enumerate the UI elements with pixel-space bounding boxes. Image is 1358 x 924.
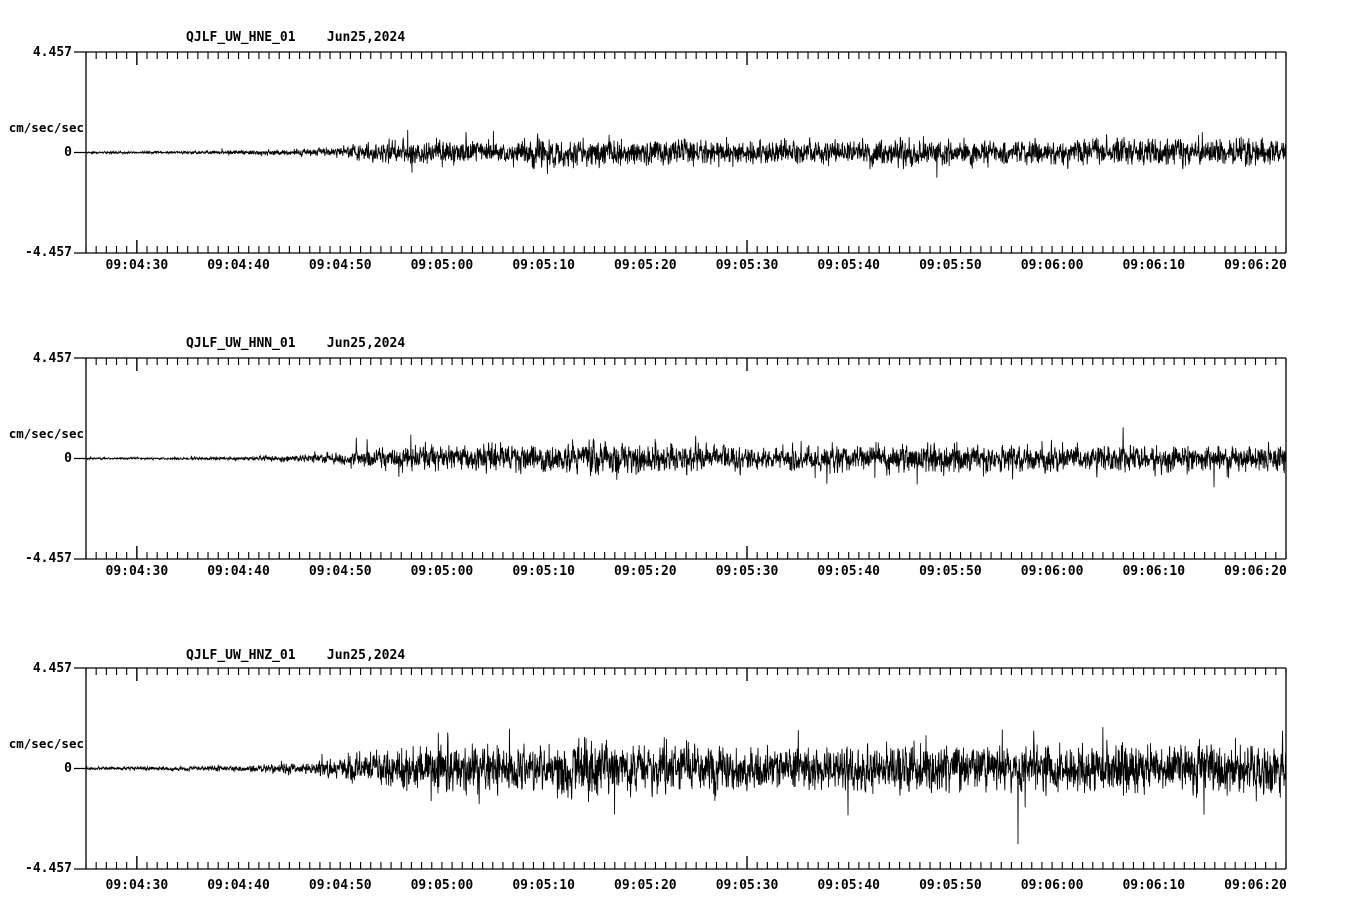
x-axis-tick-label: 09:06:20 xyxy=(1224,878,1287,893)
x-axis-tick-label: 09:04:30 xyxy=(105,564,169,579)
x-axis-tick-label: 09:04:30 xyxy=(105,878,169,893)
x-axis-tick-label: 09:05:10 xyxy=(512,258,575,273)
waveform-trace xyxy=(85,129,1287,178)
panel-title-hnz: QJLF_UW_HNZ_01 Jun25,2024 xyxy=(186,648,406,663)
seismogram-panel-hne: QJLF_UW_HNE_01 Jun25,2024 4.457 cm/sec/s… xyxy=(0,0,1358,306)
x-axis-tick-label: 09:05:30 xyxy=(715,258,779,273)
x-axis-ticks xyxy=(85,668,1287,869)
x-axis-tick-label: 09:04:40 xyxy=(207,878,270,893)
plot-area-hnz xyxy=(74,667,1287,870)
x-axis-tick-label: 09:06:00 xyxy=(1020,564,1084,579)
x-axis-tick-label: 09:05:50 xyxy=(919,878,982,893)
x-axis-tick-label: 09:05:20 xyxy=(614,564,677,579)
plot-area-hne xyxy=(74,51,1287,254)
x-axis-ticks xyxy=(85,358,1287,559)
y-axis-min-label-hnz: -4.457 xyxy=(25,861,72,876)
x-axis-tick-label: 09:04:50 xyxy=(308,258,372,273)
x-axis-tick-label: 09:06:00 xyxy=(1020,878,1084,893)
x-axis-tick-label: 09:04:50 xyxy=(308,878,372,893)
x-axis-tick-label: 09:06:10 xyxy=(1122,258,1186,273)
seismogram-panel-hnn: QJLF_UW_HNN_01 Jun25,2024 4.457 cm/sec/s… xyxy=(0,306,1358,612)
x-axis-tick-label: 09:05:30 xyxy=(715,564,779,579)
x-axis-tick-label: 09:05:50 xyxy=(919,258,982,273)
x-axis-tick-label: 09:05:20 xyxy=(614,258,677,273)
x-axis-tick-label: 09:05:40 xyxy=(817,564,881,579)
y-axis-zero-label-hnn: 0 xyxy=(64,451,72,466)
x-axis-tick-label: 09:05:50 xyxy=(919,564,982,579)
x-axis-tick-label: 09:06:00 xyxy=(1020,258,1084,273)
y-axis-unit-label-hnn: cm/sec/sec xyxy=(8,426,84,441)
x-axis-tick-label: 09:04:30 xyxy=(105,258,169,273)
y-axis-zero-label-hne: 0 xyxy=(64,145,72,160)
seismogram-panel-hnz: QJLF_UW_HNZ_01 Jun25,2024 4.457 cm/sec/s… xyxy=(0,616,1358,924)
x-axis-tick-label: 09:06:20 xyxy=(1224,258,1287,273)
waveform-trace xyxy=(85,727,1287,845)
panel-title-hne: QJLF_UW_HNE_01 Jun25,2024 xyxy=(186,30,406,45)
y-axis-min-label-hnn: -4.457 xyxy=(25,551,72,566)
x-axis-tick-label: 09:05:00 xyxy=(410,258,474,273)
y-axis-ticks xyxy=(74,357,86,560)
waveform-trace xyxy=(85,427,1287,488)
y-axis-max-label-hnz: 4.457 xyxy=(32,661,72,676)
x-axis-tick-label: 09:04:50 xyxy=(308,564,372,579)
x-axis-tick-label: 09:05:10 xyxy=(512,564,575,579)
x-axis-tick-label: 09:05:30 xyxy=(715,878,779,893)
x-axis-tick-label: 09:05:10 xyxy=(512,878,575,893)
panel-title-hnn: QJLF_UW_HNN_01 Jun25,2024 xyxy=(186,336,406,351)
y-axis-max-label-hne: 4.457 xyxy=(32,45,72,60)
x-axis-tick-label: 09:06:20 xyxy=(1224,564,1287,579)
x-axis-tick-label: 09:05:00 xyxy=(410,564,474,579)
y-axis-max-label-hnn: 4.457 xyxy=(32,351,72,366)
x-axis-tick-label: 09:05:40 xyxy=(817,878,881,893)
y-axis-ticks xyxy=(74,51,86,254)
y-axis-zero-label-hnz: 0 xyxy=(64,761,72,776)
plot-area-hnn xyxy=(74,357,1287,560)
x-axis-tick-label: 09:06:10 xyxy=(1122,878,1186,893)
y-axis-min-label-hne: -4.457 xyxy=(25,245,72,260)
x-axis-tick-label: 09:05:20 xyxy=(614,878,677,893)
y-axis-unit-label-hne: cm/sec/sec xyxy=(8,120,84,135)
x-axis-tick-label: 09:05:00 xyxy=(410,878,474,893)
x-axis-tick-label: 09:04:40 xyxy=(207,564,270,579)
x-axis-tick-label: 09:04:40 xyxy=(207,258,270,273)
y-axis-ticks xyxy=(74,667,86,870)
x-axis-ticks xyxy=(85,52,1287,253)
x-axis-tick-label: 09:06:10 xyxy=(1122,564,1186,579)
x-axis-tick-label: 09:05:40 xyxy=(817,258,881,273)
y-axis-unit-label-hnz: cm/sec/sec xyxy=(8,736,84,751)
